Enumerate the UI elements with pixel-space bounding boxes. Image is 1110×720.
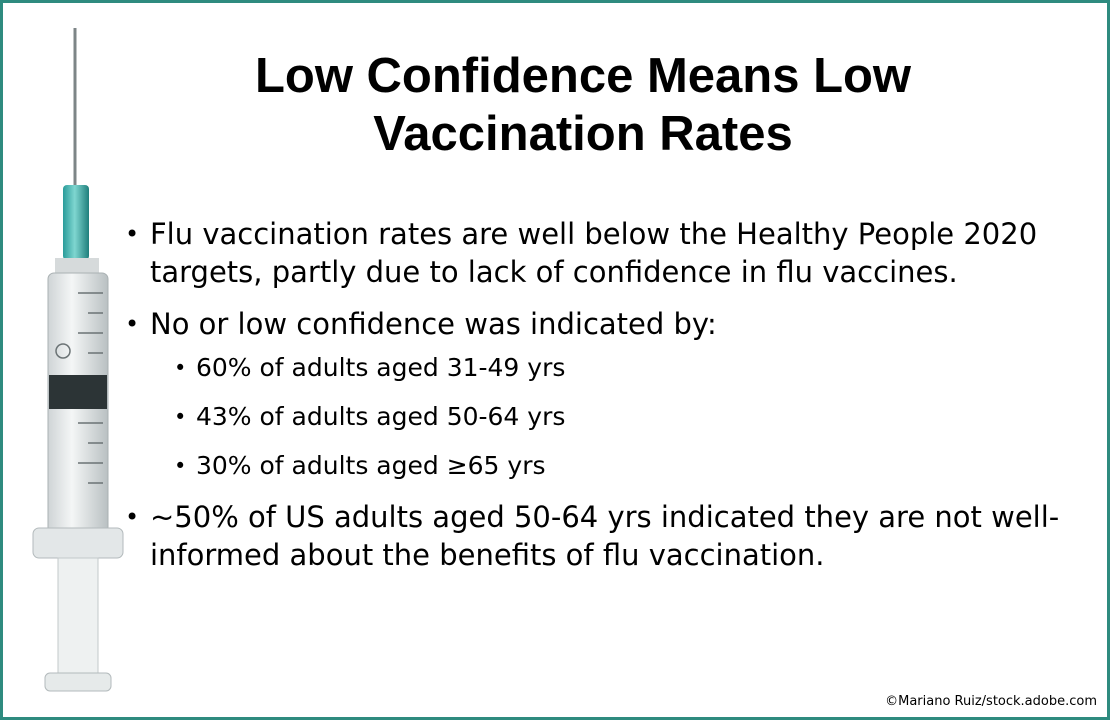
sub-bullet: 60% of adults aged 31-49 yrs [150, 351, 1100, 385]
sub-bullet: 43% of adults aged 50-64 yrs [150, 400, 1100, 434]
bullet: Flu vaccination rates are well below the… [125, 215, 1100, 291]
bullet-text: No or low confidence was indicated by: [150, 307, 717, 341]
image-credit: ©Mariano Ruiz/stock.adobe.com [885, 694, 1097, 709]
slide-title: Low Confidence Means Low Vaccination Rat… [254, 49, 912, 161]
syringe-image [32, 28, 124, 692]
bullet: No or low confidence was indicated by: 6… [125, 305, 1100, 483]
sub-bullet-list: 60% of adults aged 31-49 yrs 43% of adul… [150, 351, 1100, 483]
bullet: ~50% of US adults aged 50-64 yrs indicat… [125, 498, 1100, 574]
sub-bullet: 30% of adults aged ≥65 yrs [150, 449, 1100, 483]
bullet-list: Flu vaccination rates are well below the… [125, 215, 1100, 588]
